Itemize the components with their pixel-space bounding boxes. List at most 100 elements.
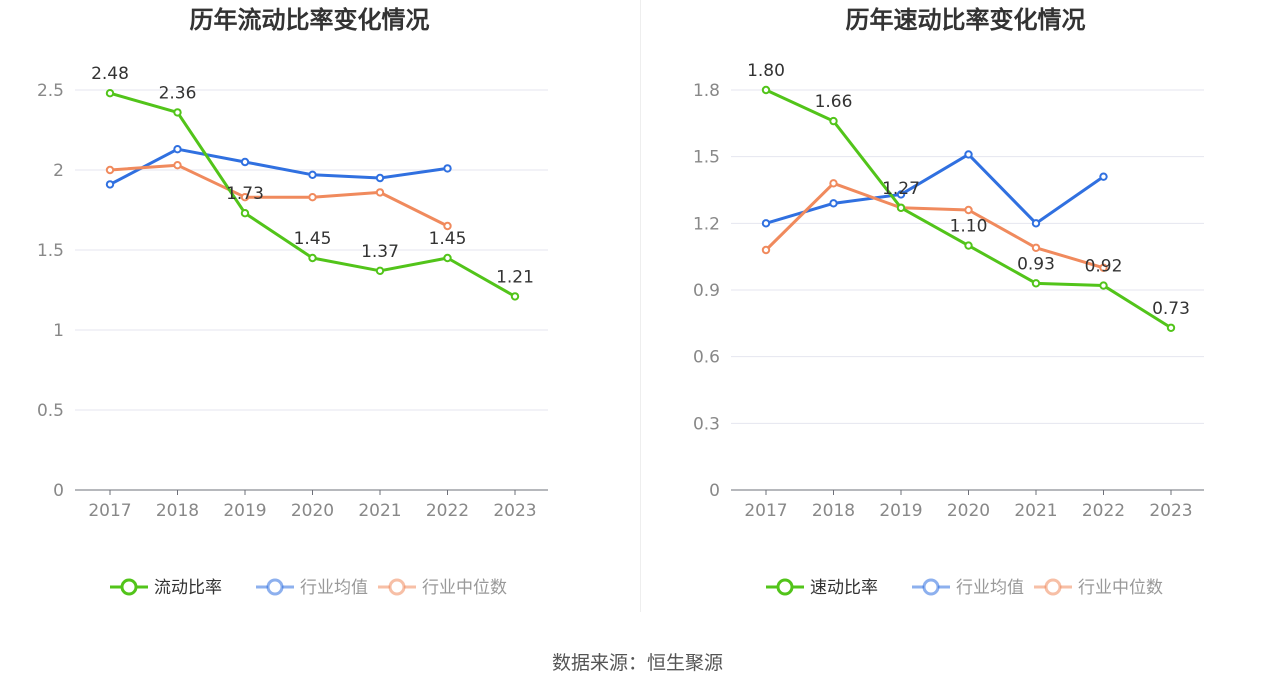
data-point[interactable]	[105, 165, 115, 175]
data-point[interactable]	[1031, 243, 1041, 252]
x-tick-label: 2022	[1082, 501, 1125, 521]
x-tick-label: 2020	[291, 501, 334, 521]
data-point[interactable]	[1099, 172, 1108, 181]
data-label: 0.92	[1085, 257, 1123, 277]
data-label: 1.21	[496, 267, 534, 287]
panel-divider	[640, 0, 641, 612]
data-label: 1.66	[815, 92, 853, 112]
x-tick-label: 2017	[744, 501, 787, 521]
y-tick-label: 2.5	[37, 81, 64, 101]
y-tick-label: 0	[53, 481, 64, 501]
x-tick-label: 2021	[358, 501, 401, 521]
x-tick-label: 2017	[88, 501, 131, 521]
data-point[interactable]	[761, 219, 771, 228]
legend-label: 速动比率	[810, 578, 878, 598]
legend-label: 行业中位数	[422, 578, 507, 598]
data-point[interactable]	[964, 150, 973, 159]
legend-marker	[388, 578, 406, 596]
data-point[interactable]	[1099, 281, 1108, 290]
data-point[interactable]	[308, 193, 317, 202]
y-tick-label: 0	[709, 481, 720, 501]
data-label: 1.73	[226, 184, 264, 204]
data-point[interactable]	[173, 108, 182, 117]
data-point[interactable]	[443, 164, 452, 173]
data-point[interactable]	[375, 188, 385, 197]
chart-title: 历年速动比率变化情况	[846, 6, 1086, 34]
data-point[interactable]	[510, 292, 520, 301]
y-tick-label: 1	[53, 321, 64, 341]
y-tick-label: 0.6	[693, 348, 720, 368]
y-tick-label: 0.3	[693, 414, 720, 434]
quick-ratio-chart: 历年速动比率变化情况 0 0.3 0.6 0.9 1.2 1.5 1.8 2017 2018 201…	[693, 6, 1204, 598]
legend-label: 行业均值	[956, 578, 1024, 598]
data-point[interactable]	[308, 170, 317, 180]
legend-label: 流动比率	[154, 578, 222, 598]
y-tick-label: 1.8	[693, 81, 720, 101]
legend-item[interactable]: 行业中位数	[1034, 578, 1163, 598]
data-point[interactable]	[829, 116, 838, 126]
x-tick-label: 2023	[493, 501, 536, 521]
data-point[interactable]	[1099, 263, 1108, 272]
data-point[interactable]	[173, 145, 182, 154]
x-tick-label: 2021	[1014, 501, 1057, 521]
legend-item[interactable]: 速动比率	[766, 578, 878, 598]
data-point[interactable]	[761, 245, 771, 255]
y-tick-label: 1.2	[693, 214, 720, 234]
data-source-note: 数据来源：恒生聚源	[551, 652, 723, 674]
data-label: 1.80	[747, 61, 785, 81]
data-point[interactable]	[308, 253, 317, 263]
legend-marker	[120, 578, 138, 596]
data-point[interactable]	[105, 89, 115, 98]
x-tick-label: 2018	[156, 501, 199, 521]
series-line	[764, 181, 1104, 270]
legend-marker	[776, 578, 794, 596]
legend-item[interactable]: 行业均值	[256, 578, 368, 598]
data-point[interactable]	[829, 199, 838, 208]
legend-item[interactable]: 行业均值	[912, 578, 1024, 598]
data-point[interactable]	[375, 173, 385, 183]
y-tick-label: 1.5	[37, 241, 64, 261]
x-tick-label: 2019	[879, 501, 922, 521]
x-tick-label: 2019	[223, 501, 266, 521]
data-label: 1.45	[294, 229, 332, 249]
y-tick-label: 0.5	[37, 401, 64, 421]
x-tick-label: 2022	[426, 501, 469, 521]
data-label: 1.10	[950, 217, 988, 237]
data-label: 1.27	[882, 179, 920, 199]
data-point[interactable]	[240, 193, 250, 202]
data-label: 0.73	[1152, 299, 1190, 319]
data-point[interactable]	[1031, 219, 1041, 228]
data-point[interactable]	[240, 157, 250, 167]
x-tick-label: 2023	[1149, 501, 1192, 521]
current-ratio-panel: 历年流动比率变化情况 0 0.5 1 1.5 2 2.5 2017 2018 2019 2020 20…	[0, 0, 637, 620]
data-point[interactable]	[964, 241, 973, 250]
y-tick-label: 2	[53, 161, 64, 181]
series-line	[109, 163, 449, 228]
data-point[interactable]	[173, 161, 182, 170]
chart-title: 历年流动比率变化情况	[190, 6, 430, 34]
data-point[interactable]	[761, 85, 771, 95]
data-label: 1.45	[429, 229, 467, 249]
data-point[interactable]	[964, 205, 973, 215]
y-tick-label: 0.9	[693, 281, 720, 301]
data-point[interactable]	[105, 180, 115, 189]
legend-item[interactable]: 行业中位数	[378, 578, 507, 598]
data-point[interactable]	[375, 266, 385, 275]
legend-label: 行业中位数	[1078, 578, 1163, 598]
data-point[interactable]	[896, 203, 906, 212]
data-point[interactable]	[1031, 279, 1041, 288]
data-label: 2.36	[159, 83, 197, 103]
data-point[interactable]	[443, 221, 452, 231]
legend-item[interactable]: 流动比率	[110, 578, 222, 598]
y-tick-label: 1.5	[693, 148, 720, 168]
quick-ratio-panel: 历年速动比率变化情况 0 0.3 0.6 0.9 1.2 1.5 1.8 2017 2018 201…	[638, 0, 1275, 620]
data-point[interactable]	[829, 179, 838, 188]
data-point[interactable]	[443, 253, 452, 263]
data-point[interactable]	[896, 190, 906, 199]
data-label: 1.37	[361, 242, 399, 262]
data-point[interactable]	[1166, 323, 1176, 332]
data-point[interactable]	[240, 209, 250, 218]
series-line	[765, 152, 1105, 225]
x-tick-label: 2018	[812, 501, 855, 521]
series-line	[109, 147, 448, 186]
